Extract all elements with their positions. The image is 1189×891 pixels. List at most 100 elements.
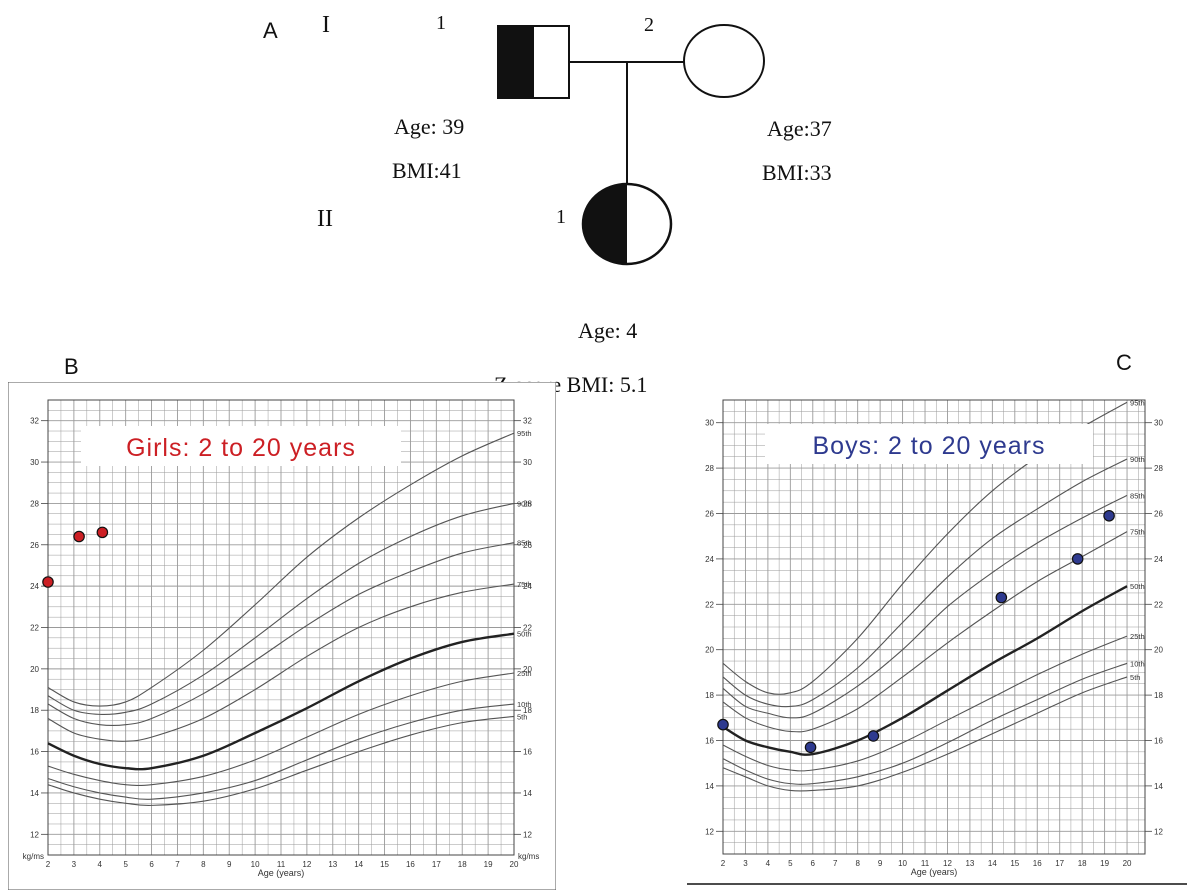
girls-data-point	[96, 526, 109, 539]
child-age: Age: 4	[578, 318, 638, 343]
boys-x-tick-label: 3	[743, 859, 748, 868]
boys-y-tick-label-left: 24	[705, 555, 714, 564]
girls-x-tick-label: 5	[123, 860, 128, 869]
boys-y-tick-label-right: 16	[1154, 737, 1163, 746]
girls-y-tick-label-left: 22	[30, 624, 39, 633]
boys-x-tick-label: 19	[1100, 859, 1109, 868]
girls-y-tick-label-left: 20	[30, 665, 39, 674]
girls-y-tick-label-left: 32	[30, 417, 39, 426]
generation-label-i: I	[322, 12, 330, 38]
girls-x-tick-label: 17	[432, 860, 441, 869]
boys-curve-label-95th: 95th	[1130, 398, 1145, 407]
girls-curve-label-85th: 85th	[517, 539, 532, 548]
boys-data-point	[1103, 509, 1115, 522]
boys-plot-area	[722, 399, 1146, 855]
girls-y-tick-label-right: 12	[523, 830, 532, 839]
girls-y-tick-label-right: 28	[523, 499, 532, 508]
boys-y-tick-label-right: 14	[1154, 782, 1163, 791]
boys-curve-label-85th: 85th	[1130, 491, 1145, 500]
child-symbol	[581, 182, 673, 266]
girls-title-bg	[81, 426, 401, 466]
girls-x-tick-label: 7	[175, 860, 180, 869]
girls-x-tick-label: 4	[98, 860, 103, 869]
boys-x-tick-label: 5	[788, 859, 793, 868]
girls-y-tick-label-right: 24	[523, 582, 532, 591]
girls-x-tick-label: 13	[328, 860, 337, 869]
boys-x-tick-label: 14	[988, 859, 997, 868]
boys-y-tick-label-right: 22	[1154, 600, 1163, 609]
boys-x-tick-label: 2	[721, 859, 726, 868]
boys-curve-90th	[722, 458, 1128, 708]
girls-y-tick-label-right: 18	[523, 706, 532, 715]
girls-x-tick-label: 14	[354, 860, 363, 869]
mother-symbol	[683, 24, 765, 98]
boys-title-bg	[765, 424, 1093, 464]
boys-y-tick-label-left: 22	[705, 600, 714, 609]
boys-curve-label-50th: 50th	[1130, 582, 1145, 591]
girls-x-tick-label: 2	[46, 860, 51, 869]
girls-y-tick-label-left: 30	[30, 458, 39, 467]
boys-x-tick-label: 7	[833, 859, 838, 868]
girls-y-tick-label-right: 16	[523, 748, 532, 757]
girls-x-tick-label: 12	[302, 860, 311, 869]
mother-bmi: BMI:33	[762, 160, 832, 185]
girls-y-tick-label-right: 32	[523, 417, 532, 426]
boys-curve-50th	[722, 585, 1128, 756]
boys-x-tick-label: 4	[766, 859, 771, 868]
panel-label-b: B	[64, 354, 79, 379]
boys-x-tick-label: 18	[1078, 859, 1087, 868]
girls-data-point	[73, 530, 85, 543]
boys-x-tick-label: 6	[811, 859, 816, 868]
boys-y-tick-label-right: 20	[1154, 646, 1163, 655]
girls-y-tick-label-right: 26	[523, 541, 532, 550]
girls-curve-label-5th: 5th	[517, 712, 527, 721]
father-id: 1	[436, 12, 446, 34]
girls-curve-label-25th: 25th	[517, 669, 532, 678]
boys-curve-label-5th: 5th	[1130, 673, 1140, 682]
girls-y-tick-label-right: 30	[523, 458, 532, 467]
girls-x-tick-label: 18	[458, 860, 467, 869]
girls-curve-10th	[47, 703, 515, 800]
boys-curve-75th	[722, 531, 1128, 733]
boys-data-point	[867, 730, 880, 742]
boys-x-tick-label: 11	[921, 859, 930, 868]
boys-y-tick-label-left: 12	[705, 827, 714, 836]
boys-y-tick-label-left: 20	[705, 646, 714, 655]
girls-y-tick-label-left: 26	[30, 541, 39, 550]
girls-y-tick-label-left: 18	[30, 706, 39, 715]
girls-y-tick-label-left: 24	[30, 582, 39, 591]
boys-y-tick-label-right: 12	[1154, 827, 1163, 836]
boys-curve-label-25th: 25th	[1130, 632, 1145, 641]
girls-curve-label-10th: 10th	[517, 700, 532, 709]
girls-title-box: Girls: 2 to 20 years	[81, 426, 401, 466]
girls-curve-label-95th: 95th	[517, 429, 532, 438]
girls-curve-5th	[47, 715, 515, 806]
girls-curve-label-50th: 50th	[517, 630, 532, 639]
boys-x-tick-label: 8	[855, 859, 860, 868]
boys-data-point	[995, 591, 1008, 604]
generation-label-ii: II	[317, 206, 333, 232]
girls-y-tick-label-left: 12	[30, 830, 39, 839]
girls-x-tick-label: 20	[510, 860, 519, 869]
girls-y-tick-label-left: 14	[30, 789, 39, 798]
girls-curve-50th	[47, 632, 515, 771]
girls-chart-title: Girls: 2 to 20 years	[126, 434, 356, 462]
girls-x-tick-label: 6	[149, 860, 154, 869]
girls-x-tick-label: 9	[227, 860, 232, 869]
boys-y-tick-label-right: 26	[1154, 510, 1163, 519]
boys-curve-10th	[722, 662, 1128, 785]
boys-y-tick-label-right: 28	[1154, 464, 1163, 473]
boys-y-tick-label-right: 24	[1154, 555, 1163, 564]
girls-x-tick-label: 10	[251, 860, 260, 869]
boys-data-point	[717, 718, 729, 731]
girls-curve-label-75th: 75th	[517, 580, 532, 589]
boys-x-tick-label: 17	[1055, 859, 1064, 868]
girls-x-tick-label: 15	[380, 860, 389, 869]
boys-y-tick-label-left: 30	[705, 419, 714, 428]
father-age: Age: 39	[394, 114, 465, 139]
girls-data-point	[42, 576, 54, 588]
girls-unit-label-left: kg/ms	[23, 852, 44, 861]
boys-curve-label-90th: 90th	[1130, 455, 1145, 464]
